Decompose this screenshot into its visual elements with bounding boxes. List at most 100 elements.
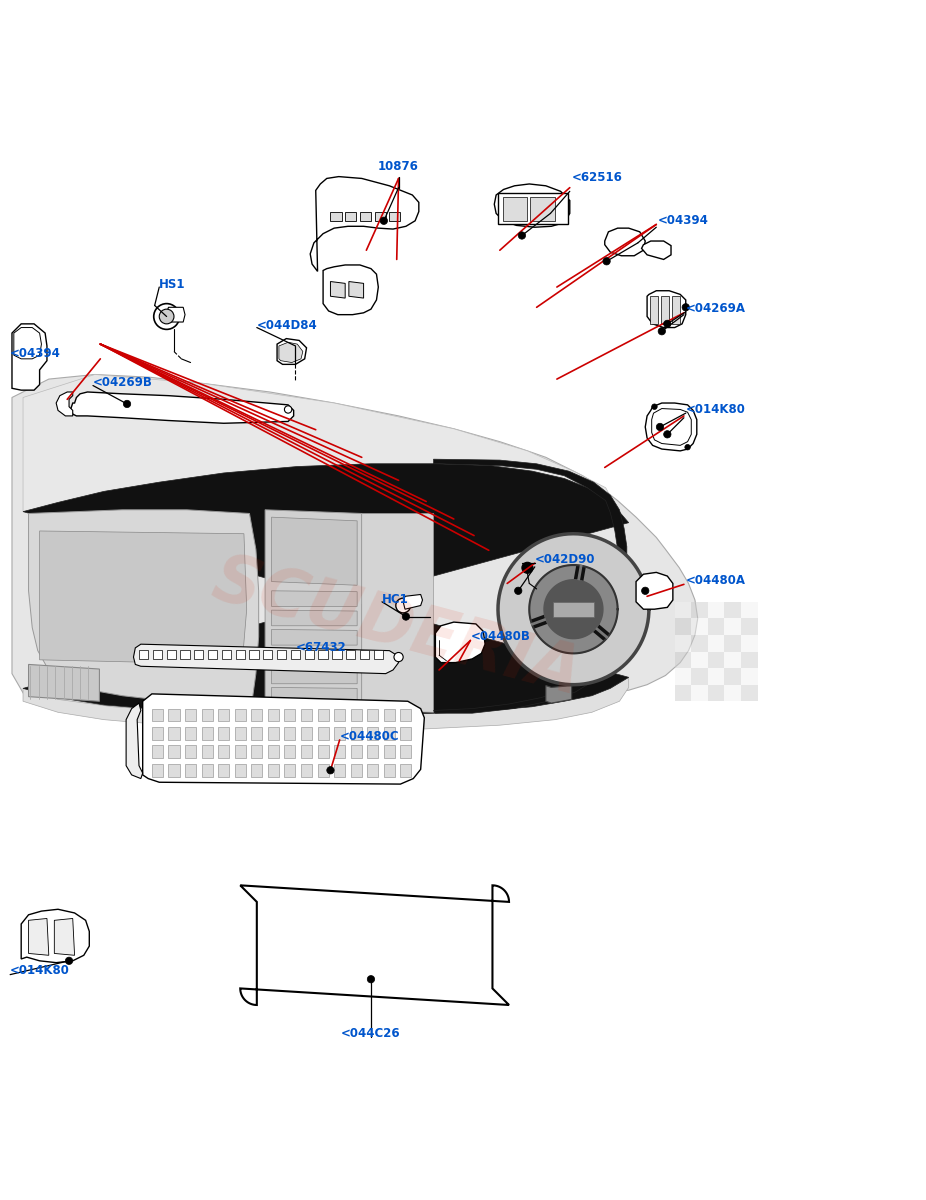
Polygon shape [271,649,357,665]
Text: HC1: HC1 [382,594,408,606]
Polygon shape [29,665,99,701]
Bar [741,635,757,652]
Polygon shape [375,211,386,221]
Bar [692,685,707,701]
Polygon shape [277,649,286,659]
Text: HS1: HS1 [159,277,186,290]
Bar [741,602,757,618]
Text: <04480B: <04480B [470,630,531,643]
Polygon shape [71,392,294,424]
Text: <04269A: <04269A [686,301,745,314]
Polygon shape [185,727,196,740]
Polygon shape [153,649,162,659]
Bar [692,668,707,685]
Polygon shape [351,727,362,740]
Polygon shape [271,590,357,606]
Bar [741,685,757,701]
Text: <044C26: <044C26 [341,1027,401,1040]
Bar [741,652,757,668]
Polygon shape [349,282,364,298]
Polygon shape [152,709,163,721]
Polygon shape [284,745,295,758]
Polygon shape [202,764,213,776]
Text: <04394: <04394 [658,215,709,227]
Polygon shape [271,668,357,684]
Circle shape [682,304,690,311]
Bar [707,668,724,685]
Polygon shape [652,408,692,445]
Polygon shape [234,764,245,776]
Text: <04269B: <04269B [93,377,153,389]
Polygon shape [374,649,383,659]
Polygon shape [185,745,196,758]
Polygon shape [55,918,75,955]
Polygon shape [268,727,279,740]
Polygon shape [351,745,362,758]
Polygon shape [167,307,185,322]
Bar [707,685,724,701]
Polygon shape [169,727,180,740]
Polygon shape [167,649,176,659]
Polygon shape [360,211,371,221]
Polygon shape [271,688,357,703]
Polygon shape [351,764,362,776]
Circle shape [284,406,292,413]
Polygon shape [222,649,232,659]
Polygon shape [503,197,528,221]
Polygon shape [334,709,345,721]
Polygon shape [672,296,681,324]
Polygon shape [334,764,345,776]
Bar [741,618,757,635]
Circle shape [395,598,410,613]
Polygon shape [384,764,394,776]
Bar [724,668,741,685]
Polygon shape [318,709,329,721]
Polygon shape [384,727,394,740]
Polygon shape [400,727,411,740]
Polygon shape [181,649,190,659]
Polygon shape [331,211,342,221]
Polygon shape [263,649,272,659]
Bar [692,635,707,652]
Polygon shape [185,764,196,776]
Circle shape [154,304,180,329]
Polygon shape [331,282,345,298]
Polygon shape [29,510,258,707]
Polygon shape [185,709,196,721]
Bar [692,602,707,618]
Polygon shape [251,764,262,776]
Text: <044D84: <044D84 [257,319,318,332]
Circle shape [642,587,649,594]
Polygon shape [139,649,148,659]
Polygon shape [494,184,569,227]
Polygon shape [133,644,398,673]
Polygon shape [208,649,218,659]
Polygon shape [169,764,180,776]
Bar [724,618,741,635]
Text: <62516: <62516 [571,170,622,184]
Polygon shape [345,211,357,221]
Circle shape [652,404,657,409]
Polygon shape [234,709,245,721]
Polygon shape [650,296,658,324]
Polygon shape [498,534,649,685]
Text: <042D90: <042D90 [535,553,595,566]
Polygon shape [332,649,342,659]
Polygon shape [368,745,379,758]
Polygon shape [219,745,230,758]
Polygon shape [636,572,673,610]
Polygon shape [334,727,345,740]
Circle shape [381,217,387,224]
Circle shape [519,232,526,239]
Polygon shape [202,709,213,721]
Polygon shape [21,910,89,962]
Polygon shape [544,580,603,638]
Polygon shape [279,342,303,362]
Polygon shape [56,392,73,416]
Circle shape [657,424,664,431]
Circle shape [123,401,131,408]
Polygon shape [318,745,329,758]
Polygon shape [319,649,328,659]
Polygon shape [23,677,629,731]
Polygon shape [284,764,295,776]
